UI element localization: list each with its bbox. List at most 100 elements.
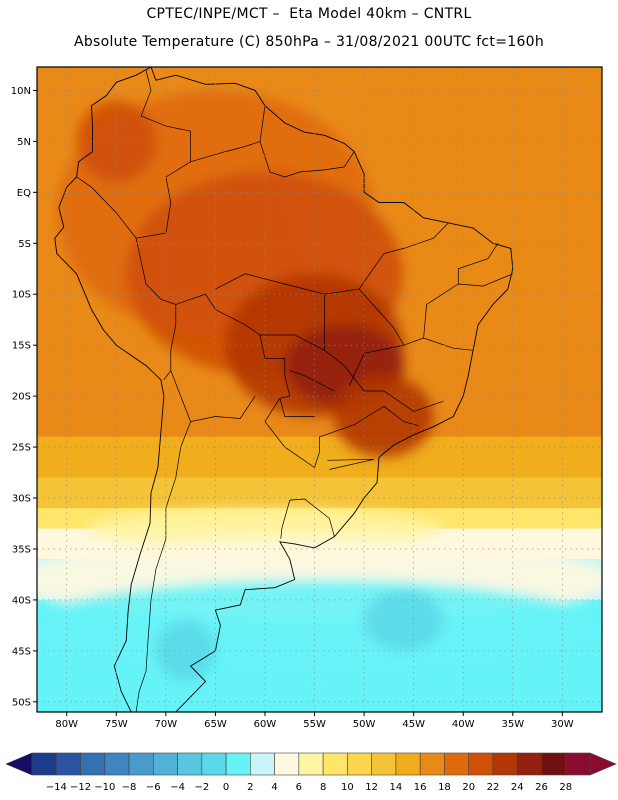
country-state-border — [289, 498, 335, 537]
colorbar-under-arrow — [5, 752, 33, 776]
colorbar-tick-label: 6 — [296, 782, 302, 793]
colorbar-swatch — [347, 752, 372, 776]
country-state-border — [403, 337, 474, 351]
colorbar-swatch — [565, 752, 591, 776]
latitude-tick-label: 5S — [18, 239, 31, 250]
colorbar-swatch — [444, 752, 469, 776]
colorbar-swatch — [468, 752, 494, 776]
colorbar-over-arrow — [589, 752, 617, 776]
colorbar-swatch — [419, 752, 445, 776]
colorbar-swatch — [492, 752, 518, 776]
country-state-border — [264, 398, 320, 469]
colorbar-swatch — [31, 752, 57, 776]
colorbar-swatch — [516, 752, 542, 776]
colorbar-swatch — [153, 752, 178, 776]
colorbar-swatch — [55, 752, 81, 776]
colorbar-swatch — [371, 752, 397, 776]
colorbar-swatch — [298, 752, 324, 776]
latitude-tick-label: 35S — [12, 544, 31, 555]
longitude-tick-label: 55W — [303, 719, 326, 730]
colorbar-tick-label: −14 — [46, 782, 67, 793]
field-band — [37, 477, 602, 509]
colorbar-tick-label: 28 — [559, 782, 572, 793]
colorbar-tick-label: −10 — [94, 782, 115, 793]
country-state-border — [457, 243, 499, 284]
colorbar-tick-label: −6 — [146, 782, 161, 793]
field-cell — [334, 375, 434, 458]
latitude-tick-label: 30S — [12, 494, 31, 505]
latitude-tick-label: 25S — [12, 443, 31, 454]
map-frame — [36, 66, 603, 713]
colorbar-swatch — [80, 752, 106, 776]
field-cell — [76, 100, 156, 183]
latitude-tick-label: 10N — [11, 86, 31, 97]
country-state-border — [260, 334, 444, 412]
country-state-border — [135, 238, 177, 381]
latitude-tick-label: 5N — [17, 137, 31, 148]
field-cell — [86, 508, 444, 549]
temperature-map: 10N 5N EQ 5S 10S 15S 20S 25S 30S 35S 40S 45S 50S 80W… — [11, 66, 603, 730]
colorbar-tick-label: 20 — [462, 782, 475, 793]
country-state-border — [289, 370, 335, 392]
country-state-border — [324, 222, 449, 295]
colorbar-tick-label: 26 — [535, 782, 548, 793]
colorbar-swatch — [322, 752, 348, 776]
colorbar-tick-label: 14 — [390, 782, 403, 793]
country-state-border — [76, 176, 137, 239]
country-state-border — [136, 70, 191, 239]
colorbar-tick-label: 2 — [247, 782, 253, 793]
longitude-tick-label: 35W — [501, 719, 524, 730]
longitude-tick-label: 65W — [204, 719, 227, 730]
longitude-tick-label: 75W — [105, 719, 128, 730]
colorbar-swatch — [225, 752, 251, 776]
colorbar-tick-label: 0 — [223, 782, 229, 793]
colorbar-swatch — [177, 752, 203, 776]
longitude-tick-label: 70W — [155, 719, 178, 730]
colorbar-tick-label: 22 — [487, 782, 500, 793]
country-state-border — [170, 370, 256, 423]
colorbar: −14 −12 −10 −8 −6 −4 −2 0 2 4 6 8 10 12 14 16 18 20 22 24 26… — [5, 752, 617, 793]
map-grid — [37, 67, 602, 712]
country-state-border — [319, 405, 419, 438]
colorbar-tick-label: −2 — [194, 782, 209, 793]
colorbar-swatch — [274, 752, 300, 776]
latitude-tick-label: 10S — [12, 290, 31, 301]
colorbar-tick-label: 24 — [511, 782, 524, 793]
longitude-axis: 80W 75W 70W 65W 60W 55W 50W 45W 40W 35W 30W — [55, 712, 574, 730]
latitude-tick-label: EQ — [17, 188, 31, 199]
colorbar-swatch — [395, 752, 421, 776]
colorbar-swatch — [250, 752, 275, 776]
title-line-2: Absolute Temperature (C) 850hPa – 31/08/… — [73, 34, 545, 50]
colorbar-tick-label: −4 — [170, 782, 185, 793]
latitude-tick-label: 50S — [12, 697, 31, 708]
country-state-border — [279, 398, 315, 417]
longitude-tick-label: 30W — [551, 719, 574, 730]
south-america-coastline — [54, 67, 514, 712]
latitude-tick-label: 15S — [12, 341, 31, 352]
colorbar-tick-label: −8 — [122, 782, 137, 793]
colorbar-swatch — [201, 752, 227, 776]
colorbar-tick-label: 4 — [271, 782, 277, 793]
field-cell — [37, 579, 602, 682]
longitude-tick-label: 60W — [254, 719, 277, 730]
colorbar-tick-label: 12 — [365, 782, 378, 793]
longitude-tick-label: 40W — [452, 719, 475, 730]
longitude-tick-label: 45W — [402, 719, 425, 730]
latitude-axis: 10N 5N EQ 5S 10S 15S 20S 25S 30S 35S 40S 45S 50S — [11, 86, 37, 708]
longitude-tick-label: 50W — [353, 719, 376, 730]
colorbar-tick-label: 8 — [320, 782, 326, 793]
colorbar-tick-label: −12 — [70, 782, 91, 793]
field-cell — [364, 589, 444, 651]
colorbar-tick-label: 16 — [414, 782, 427, 793]
country-state-border — [280, 500, 291, 539]
colorbar-swatch — [128, 752, 154, 776]
country-state-border — [327, 458, 375, 470]
colorbar-tick-label: 10 — [341, 782, 354, 793]
latitude-tick-label: 40S — [12, 595, 31, 606]
latitude-tick-label: 45S — [12, 646, 31, 657]
coastline-borders — [54, 67, 514, 712]
longitude-tick-label: 80W — [55, 719, 78, 730]
colorbar-swatch — [541, 752, 567, 776]
colorbar-tick-label: 18 — [438, 782, 451, 793]
title-line-1: CPTEC/INPE/MCT – Eta Model 40km – CNTRL — [146, 6, 472, 22]
